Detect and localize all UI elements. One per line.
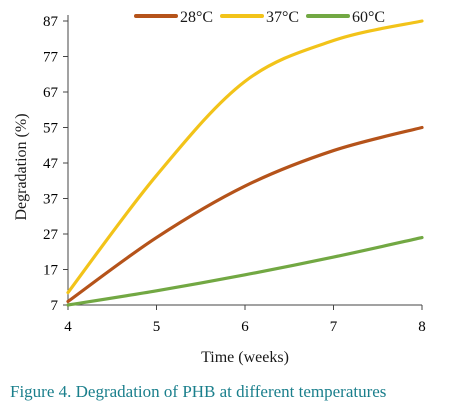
series-line-2: [66, 235, 424, 307]
y-tick-label: 77: [43, 50, 59, 66]
y-axis-label-group: Degradation (%): [13, 113, 30, 220]
series-line-0: [66, 125, 424, 304]
y-tick-label: 47: [43, 156, 59, 172]
legend-label-2: 60°C: [352, 9, 385, 26]
line-chart: Degradation (%) Time (weeks) 71727374757…: [13, 9, 426, 366]
y-tick-label: 17: [43, 263, 59, 279]
legend-label-0: 28°C: [180, 9, 213, 26]
y-tick-label: 87: [43, 14, 59, 30]
axes: Time (weeks): [67, 15, 422, 366]
y-tick-label: 7: [51, 298, 59, 314]
y-tick-label: 27: [43, 227, 59, 243]
legend-label-1: 37°C: [266, 9, 299, 26]
y-tick-label: 37: [43, 192, 59, 208]
x-tick-label: 7: [330, 319, 338, 335]
x-tick-label: 6: [241, 319, 249, 335]
series-line-1: [66, 19, 424, 295]
x-tick-label: 4: [64, 319, 72, 335]
x-tick-label: 5: [153, 319, 161, 335]
y-tick-label: 57: [43, 121, 59, 137]
x-tick-label: 8: [418, 319, 426, 335]
legend: 28°C 37°C 60°C: [134, 9, 385, 26]
figure-caption: Figure 4. Degradation of PHB at differen…: [10, 382, 387, 401]
series-lines: [66, 19, 424, 307]
x-axis-label: Time (weeks): [201, 349, 289, 366]
y-tick-label: 67: [43, 85, 59, 101]
y-axis-label: Degradation (%): [13, 113, 30, 220]
